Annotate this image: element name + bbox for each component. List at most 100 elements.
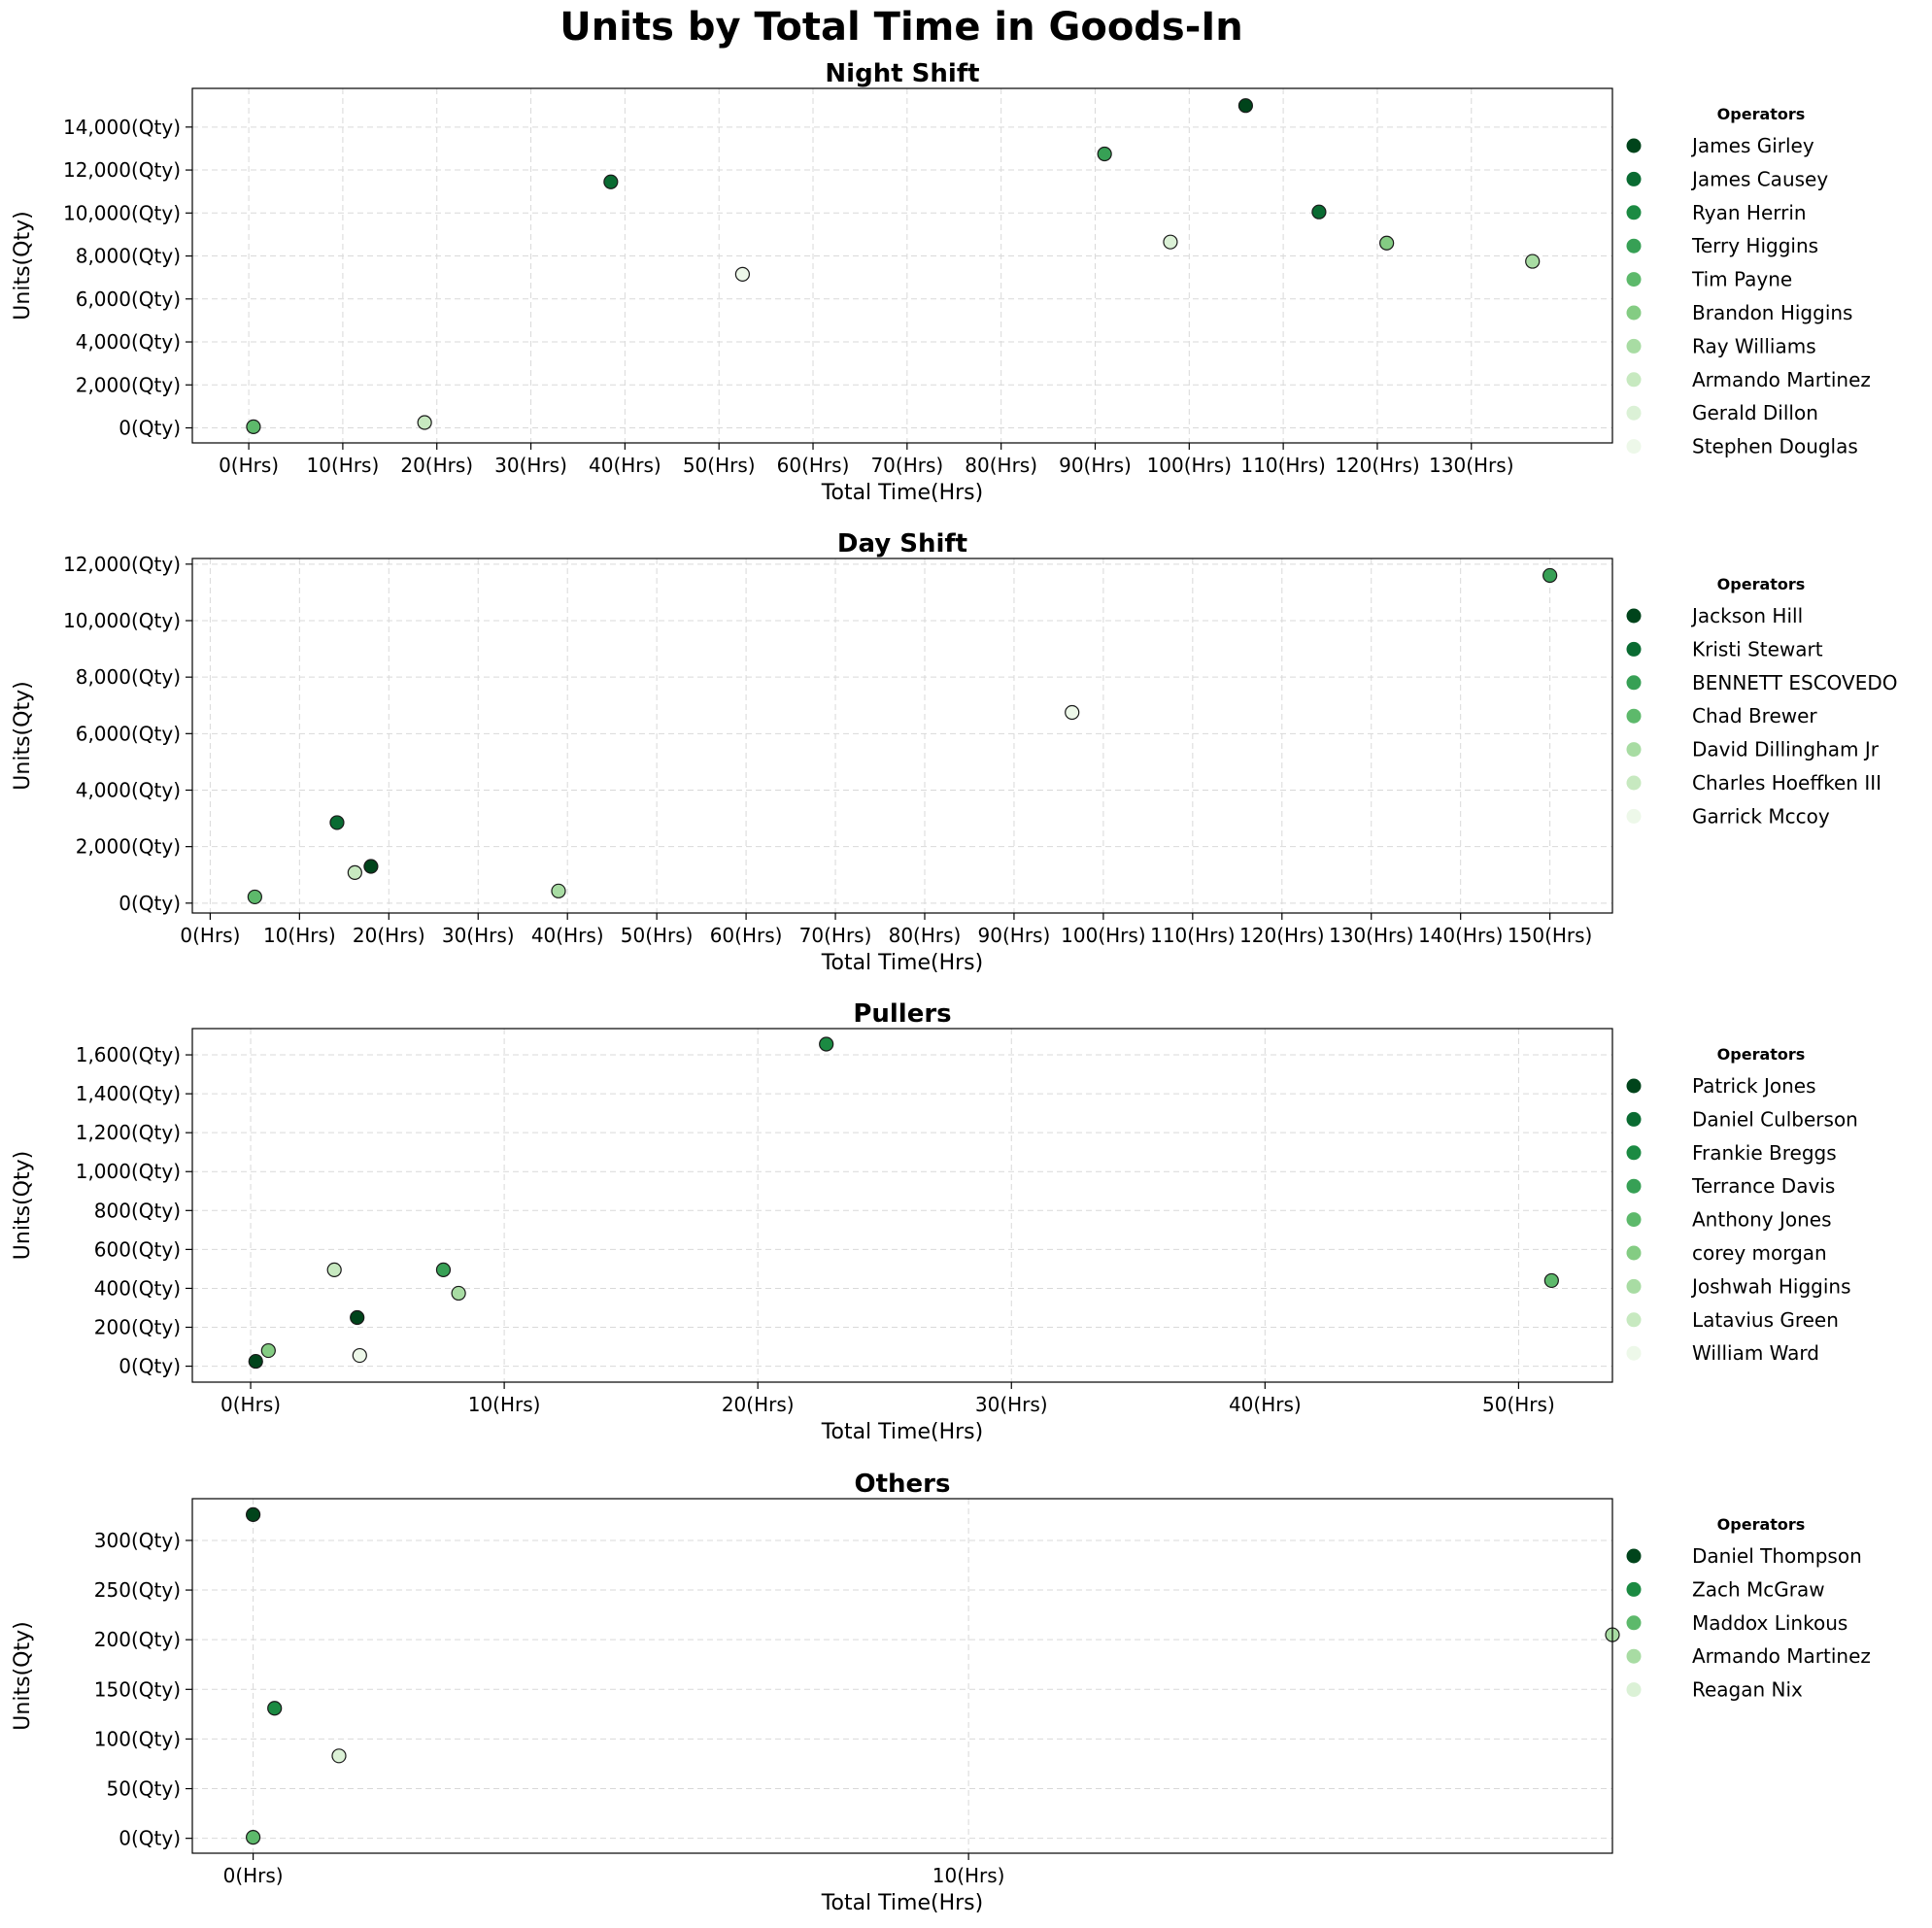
data-point	[603, 174, 619, 189]
legend-marker	[1626, 808, 1642, 824]
y-tick-label: 12,000(Qty)	[63, 553, 181, 576]
data-point	[1163, 234, 1178, 250]
data-point	[1237, 98, 1253, 114]
y-tick-label: 150(Qty)	[94, 1677, 181, 1701]
x-tick-label: 80(Hrs)	[965, 454, 1037, 477]
y-axis-label: Units(Qty)	[11, 681, 35, 790]
x-tick-label: 70(Hrs)	[799, 924, 872, 947]
data-point	[246, 1506, 261, 1522]
legend-marker	[1626, 338, 1642, 354]
data-point	[551, 883, 566, 898]
legend-marker	[1626, 1345, 1642, 1361]
plot-frame	[191, 558, 1613, 914]
legend-label: Charles Hoeffken III	[1692, 771, 1881, 795]
y-tick-label: 8,000(Qty)	[76, 665, 181, 689]
legend-marker	[1626, 1178, 1642, 1194]
legend-marker	[1626, 1111, 1642, 1127]
legend-label: Jackson Hill	[1690, 604, 1803, 627]
legend-marker	[1626, 405, 1642, 421]
y-tick-label: 1,200(Qty)	[76, 1121, 181, 1144]
legend-label: Gerald Dillon	[1692, 401, 1818, 424]
legend-label: Garrick Mccoy	[1692, 804, 1830, 828]
legend-label: Latavius Green	[1692, 1308, 1839, 1332]
legend-marker	[1626, 272, 1642, 288]
x-tick-label: 10(Hrs)	[468, 1393, 541, 1416]
x-tick-label: 50(Hrs)	[683, 454, 756, 477]
legend-marker	[1626, 205, 1642, 220]
panel-title: Day Shift	[837, 529, 967, 558]
legend-marker	[1626, 775, 1642, 791]
legend-label: James Girley	[1690, 134, 1814, 157]
data-point	[326, 1262, 342, 1278]
y-axis-label: Units(Qty)	[11, 1621, 35, 1730]
data-point	[347, 864, 362, 881]
x-tick-label: 90(Hrs)	[978, 924, 1051, 947]
x-tick-label: 60(Hrs)	[710, 924, 783, 947]
x-tick-label: 100(Hrs)	[1061, 924, 1145, 947]
legend-label: Kristi Stewart	[1692, 637, 1823, 660]
legend-title: Operators	[1717, 575, 1806, 593]
y-tick-label: 200(Qty)	[94, 1316, 181, 1339]
x-tick-label: 110(Hrs)	[1240, 454, 1325, 477]
legend-title: Operators	[1717, 1515, 1806, 1534]
y-tick-label: 1,000(Qty)	[76, 1160, 181, 1183]
legend-marker	[1626, 372, 1642, 388]
y-tick-label: 2,000(Qty)	[76, 835, 181, 859]
panel-title: Pullers	[853, 999, 951, 1029]
plot-frame	[191, 1498, 1613, 1854]
x-axis-label: Total Time(Hrs)	[821, 1891, 983, 1915]
legend-marker	[1626, 742, 1642, 758]
data-point	[734, 266, 751, 282]
data-point	[260, 1342, 276, 1359]
legend-label: Anthony Jones	[1692, 1208, 1832, 1232]
legend-marker	[1626, 1548, 1642, 1564]
figure-title: Units by Total Time in Goods-In	[559, 5, 1243, 50]
legend-marker	[1626, 608, 1642, 624]
legend-label: David Dillingham Jr	[1692, 738, 1880, 761]
x-tick-label: 10(Hrs)	[263, 924, 336, 947]
x-tick-label: 40(Hrs)	[531, 924, 604, 947]
legend-label: Maddox Linkous	[1692, 1611, 1847, 1635]
legend-label: Daniel Culberson	[1692, 1107, 1858, 1131]
data-point	[267, 1701, 283, 1716]
y-tick-label: 300(Qty)	[94, 1529, 181, 1552]
legend-label: Chad Brewer	[1692, 704, 1817, 727]
data-point	[1525, 254, 1541, 269]
data-point	[363, 859, 379, 874]
legend-marker	[1626, 708, 1642, 724]
y-tick-label: 12,000(Qty)	[63, 158, 181, 182]
data-point	[248, 1353, 263, 1370]
y-tick-label: 6,000(Qty)	[76, 722, 181, 745]
legend-title: Operators	[1717, 105, 1806, 123]
legend: Operators Patrick Jones Daniel Culberson Fr…	[1626, 1045, 1858, 1365]
legend-label: Ryan Herrin	[1692, 201, 1807, 224]
legend-label: Zach McGraw	[1692, 1577, 1825, 1601]
x-tick-label: 60(Hrs)	[777, 454, 850, 477]
legend-marker	[1626, 138, 1642, 153]
legend-marker	[1626, 1212, 1642, 1228]
x-tick-label: 30(Hrs)	[494, 454, 567, 477]
x-tick-label: 130(Hrs)	[1329, 924, 1413, 947]
legend-label: Stephen Douglas	[1692, 435, 1858, 458]
x-tick-label: 110(Hrs)	[1150, 924, 1235, 947]
chart-panel: 0(Hrs) 10(Hrs) 20(Hrs) 30(Hrs) 40(Hrs) 50(Hrs…	[11, 59, 1871, 505]
x-tick-label: 120(Hrs)	[1239, 924, 1324, 947]
legend: Operators James Girley James Causey Ryan He…	[1626, 105, 1871, 458]
chart-panel: 0(Hrs) 10(Hrs) 20(Hrs) 30(Hrs) 40(Hrs) 50(Hrs…	[11, 529, 1898, 975]
x-tick-label: 130(Hrs)	[1429, 454, 1513, 477]
legend: Operators Jackson Hill Kristi Stewart BENNE…	[1626, 575, 1898, 828]
legend-label: Joshwah Higgins	[1690, 1274, 1851, 1298]
legend-marker	[1626, 1648, 1642, 1664]
x-tick-label: 20(Hrs)	[400, 454, 473, 477]
x-tick-label: 10(Hrs)	[307, 454, 380, 477]
chart-panel: 0(Hrs) 10(Hrs) 20(Hrs) 30(Hrs) 40(Hrs) 50(Hrs…	[11, 999, 1858, 1444]
x-tick-label: 50(Hrs)	[621, 924, 694, 947]
legend-label: corey morgan	[1692, 1241, 1827, 1265]
y-tick-label: 10,000(Qty)	[63, 609, 181, 632]
y-tick-label: 6,000(Qty)	[76, 288, 181, 311]
legend-label: Ray Williams	[1692, 334, 1816, 357]
legend-marker	[1626, 1145, 1642, 1161]
legend-marker	[1626, 641, 1642, 657]
x-tick-label: 0(Hrs)	[220, 1393, 281, 1416]
y-tick-label: 4,000(Qty)	[76, 330, 181, 354]
